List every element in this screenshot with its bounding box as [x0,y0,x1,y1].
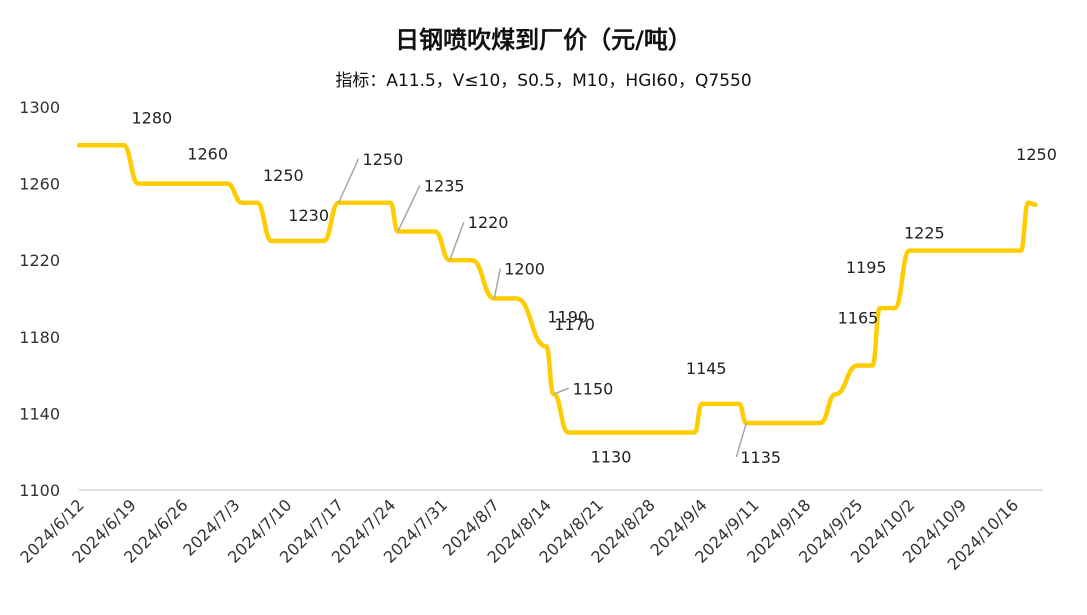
x-axis: 2024/6/122024/6/192024/6/262024/7/32024/… [16,489,1043,574]
data-label: 1135 [740,448,781,467]
chart-title: 日钢喷吹煤到厂价（元/吨） [395,26,692,54]
y-axis: 1100 1140 1180 1220 1260 1300 [19,98,60,500]
series-layer [76,143,1038,435]
data-label: 1235 [424,176,465,195]
data-label: 1200 [504,260,545,279]
data-label: 1225 [904,224,945,243]
data-label: 1165 [838,309,879,328]
data-label: 1170 [554,315,595,334]
data-label: 1230 [288,206,329,225]
y-tick-label: 1180 [19,328,60,347]
data-label: 1150 [573,379,614,398]
data-label: 1260 [187,145,228,164]
data-label-leader [553,387,569,395]
data-label-leader [337,158,360,204]
data-label-leader [735,422,748,458]
y-tick-label: 1140 [19,404,60,423]
data-label: 1220 [468,213,509,232]
y-tick-label: 1300 [19,98,60,117]
data-label-leader [397,185,421,232]
data-label-leader [449,221,465,261]
y-tick-label: 1100 [19,481,60,500]
data-label: 1130 [591,448,632,467]
y-tick-label: 1220 [19,251,60,270]
y-tick-label: 1260 [19,175,60,194]
data-label: 1280 [131,108,172,127]
data-label: 1250 [363,150,404,169]
data-label-leader [493,268,501,299]
data-label: 1250 [263,166,304,185]
data-label: 1195 [846,258,887,277]
data-label: 1145 [686,359,727,378]
series-line [76,143,1038,435]
chart-subtitle: 指标：A11.5，V≤10，S0.5，M10，HGI60，Q7550 [335,71,752,91]
data-label: 1250 [1016,145,1057,164]
data-label: 1190 [547,308,588,327]
